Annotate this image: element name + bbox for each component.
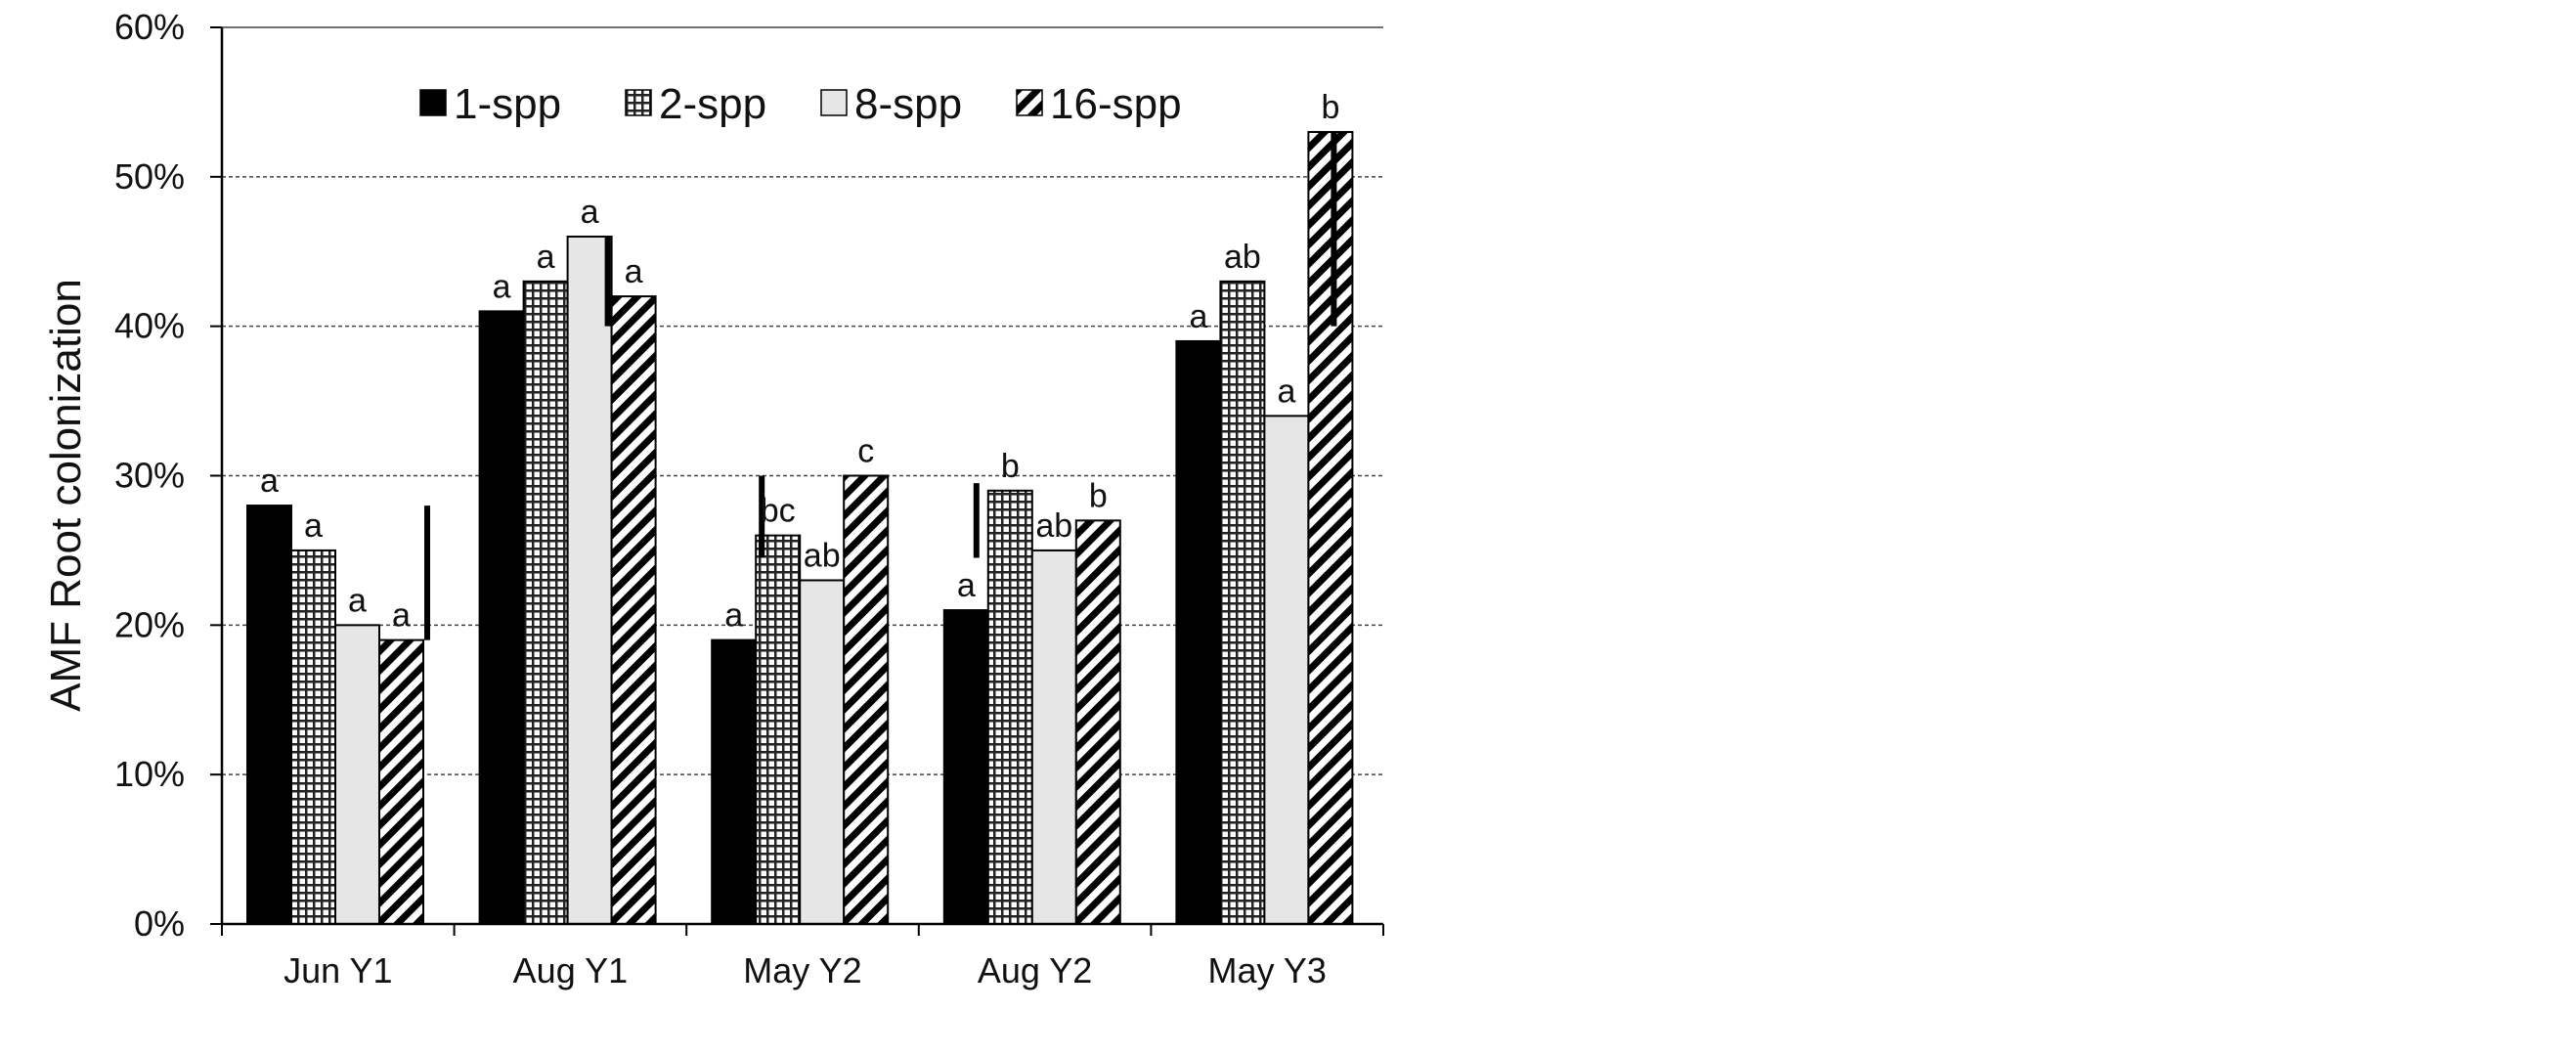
legend: 1-spp 2-spp 8-spp 16-spp — [419, 80, 1182, 128]
axes: 0% 10% 20% 30% 40% 50% 60% Jun Y1 Aug Y1 May Y2 Au… — [114, 7, 1384, 990]
bar-16-spp — [1307, 130, 1354, 925]
bar-16-spp — [1074, 519, 1121, 925]
legend-swatch — [820, 89, 848, 116]
significance-label: a — [392, 597, 411, 635]
bar-8-spp — [566, 235, 613, 925]
significance-label: a — [304, 507, 323, 545]
significance-label: a — [260, 462, 279, 500]
significance-label: a — [724, 597, 743, 635]
x-tick-label: May Y2 — [743, 950, 861, 990]
y-tick-label: 30% — [114, 456, 185, 496]
significance-label: a — [493, 268, 511, 305]
significance-label: bc — [761, 493, 796, 530]
bar-8-spp — [1030, 549, 1077, 926]
x-tick-label: Jun Y1 — [284, 950, 392, 990]
bar-1-spp — [246, 505, 292, 925]
significance-label: a — [1189, 298, 1207, 335]
legend-swatch — [1016, 89, 1043, 116]
bar-2-spp — [522, 280, 569, 926]
y-tick-label: 0% — [134, 903, 185, 944]
x-tick-label: May Y3 — [1207, 950, 1326, 990]
bar-8-spp — [799, 579, 846, 925]
legend-label: 1-spp — [454, 80, 561, 128]
lsd-bars — [424, 131, 1337, 640]
legend-swatch — [625, 89, 652, 116]
bar-1-spp — [711, 638, 758, 925]
bar-16-spp — [378, 638, 424, 925]
significance-label: a — [625, 253, 643, 290]
y-tick-label: 20% — [114, 604, 185, 644]
x-tick-label: Aug Y2 — [978, 950, 1092, 990]
bars — [246, 130, 1354, 926]
significance-label: ab — [1035, 507, 1072, 545]
bar-2-spp — [755, 534, 802, 926]
significance-label: a — [1277, 373, 1295, 410]
significance-label: b — [1089, 477, 1108, 514]
legend-label: 8-spp — [854, 80, 962, 128]
bar-1-spp — [478, 310, 525, 925]
y-tick-label: 50% — [114, 156, 185, 197]
legend-label: 16-spp — [1050, 80, 1182, 128]
significance-label: ab — [804, 537, 841, 574]
y-tick-label: 10% — [114, 754, 185, 794]
significance-label: a — [581, 194, 599, 231]
significance-label: a — [537, 239, 555, 276]
bar-2-spp — [1219, 280, 1266, 926]
legend-label: 2-spp — [659, 80, 766, 128]
significance-label: ab — [1224, 239, 1261, 276]
bar-8-spp — [334, 624, 380, 925]
significance-label: b — [1001, 448, 1020, 485]
significance-label: a — [348, 582, 367, 619]
significance-label: b — [1321, 89, 1339, 126]
bar-2-spp — [986, 489, 1033, 925]
bar-1-spp — [1175, 339, 1222, 925]
bar-2-spp — [290, 549, 336, 926]
bar-1-spp — [942, 609, 989, 925]
y-tick-label: 60% — [114, 7, 185, 47]
x-tick-label: Aug Y1 — [513, 950, 628, 990]
bar-16-spp — [610, 295, 657, 926]
bar-8-spp — [1263, 415, 1310, 926]
y-axis-title: AMF Root colonization — [42, 279, 90, 712]
bar-16-spp — [843, 474, 890, 925]
significance-label: a — [957, 567, 976, 604]
significance-label: c — [857, 433, 874, 470]
legend-swatch — [419, 89, 447, 116]
y-tick-label: 40% — [114, 306, 185, 346]
